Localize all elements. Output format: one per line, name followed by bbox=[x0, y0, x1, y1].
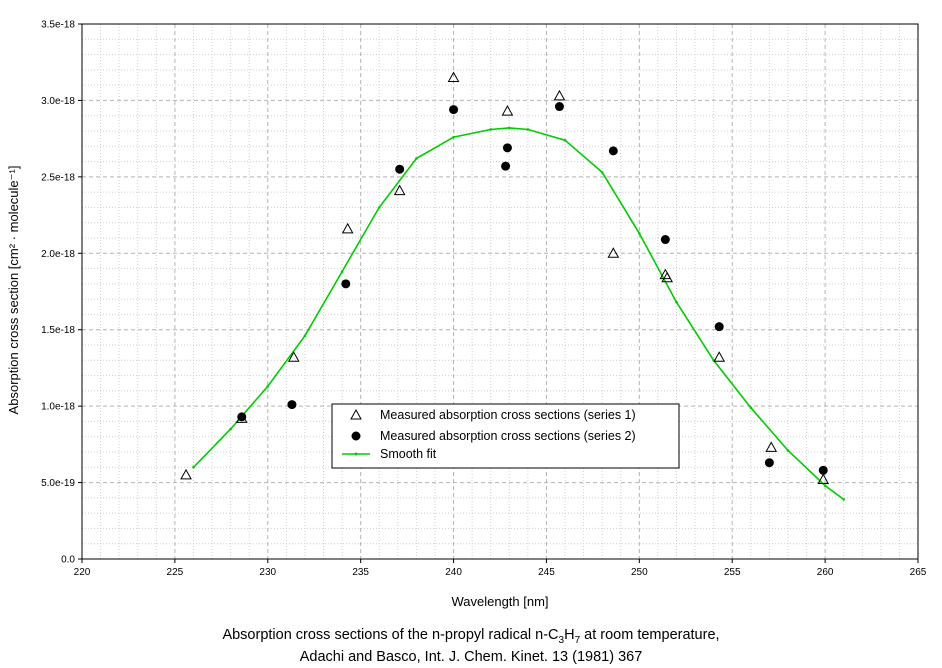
series2-point bbox=[660, 235, 670, 245]
y-tick-label: 2.5e-18 bbox=[41, 172, 75, 183]
x-tick-label: 220 bbox=[74, 567, 91, 578]
series2-point bbox=[341, 279, 351, 289]
fit-point bbox=[489, 128, 493, 131]
chart: 220 225 230 235 240 245 250 255 260 265 0.0 5.0e-19… bbox=[6, 20, 927, 610]
fit-point bbox=[786, 449, 790, 452]
x-tick-label: 240 bbox=[445, 567, 462, 578]
legend-triangle-icon bbox=[350, 408, 362, 420]
series1-point bbox=[713, 351, 726, 362]
series2-point bbox=[395, 164, 405, 174]
series2-point bbox=[449, 105, 459, 115]
caption-line-1: Absorption cross sections of the n-propy… bbox=[0, 624, 942, 652]
x-axis-title: Wavelength [nm] bbox=[451, 594, 548, 609]
series2-point bbox=[554, 102, 564, 112]
legend-marker-circle bbox=[351, 431, 361, 441]
series2-point bbox=[818, 465, 828, 475]
x-tick-label: 230 bbox=[259, 567, 276, 578]
fit-point bbox=[749, 406, 753, 409]
grid bbox=[81, 23, 919, 560]
fit-point bbox=[303, 334, 307, 338]
points-layer bbox=[180, 71, 830, 485]
y-tick-label: 2.0e-18 bbox=[41, 249, 75, 260]
fit-point bbox=[600, 170, 604, 174]
fit-point bbox=[229, 427, 232, 431]
fit-point bbox=[340, 270, 344, 273]
y-tick-label: 1.0e-18 bbox=[41, 402, 75, 413]
fit-point bbox=[192, 465, 195, 469]
series1-point bbox=[447, 71, 460, 82]
series1-point bbox=[501, 105, 514, 116]
fit-point bbox=[507, 126, 511, 130]
axes: 220 225 230 235 240 245 250 255 260 265 0.0 5.0e-19… bbox=[41, 20, 927, 579]
legend-label-series2: Measured absorption cross sections (seri… bbox=[380, 429, 636, 443]
legend: Measured absorption cross sections (seri… bbox=[331, 403, 680, 469]
fit-point bbox=[526, 128, 530, 131]
caption-part: H bbox=[564, 627, 575, 643]
series1-point bbox=[817, 473, 830, 485]
x-tick-label: 245 bbox=[538, 567, 555, 578]
series2-point bbox=[608, 146, 618, 156]
x-tick-label: 255 bbox=[724, 567, 741, 578]
x-tick-label: 225 bbox=[167, 567, 184, 578]
y-tick-label: 3.5e-18 bbox=[41, 20, 75, 31]
series2-point bbox=[502, 143, 512, 153]
series1-point bbox=[341, 222, 354, 234]
y-axis-title: Absorption cross section [cm² · molecule… bbox=[6, 166, 21, 415]
series1-point bbox=[180, 468, 192, 480]
fit-point bbox=[415, 157, 418, 160]
x-tick-label: 260 bbox=[817, 567, 834, 578]
y-tick-label: 0.0 bbox=[61, 555, 75, 566]
series2-point bbox=[714, 322, 724, 332]
caption-part: at room temperature, bbox=[580, 627, 720, 643]
fit-layer bbox=[192, 126, 845, 501]
x-tick-label: 250 bbox=[631, 567, 648, 578]
caption-line-2: Adachi and Basco, Int. J. Chem. Kinet. 1… bbox=[299, 649, 643, 665]
legend-marker-line bbox=[342, 452, 370, 456]
caption-part: Absorption cross sections of the n-propy… bbox=[222, 627, 559, 643]
legend-line-dot bbox=[354, 452, 358, 456]
y-tick-label: 1.5e-18 bbox=[41, 325, 75, 336]
caption-sub: 7 bbox=[574, 634, 581, 646]
fit-point bbox=[842, 498, 845, 501]
x-tick-label: 235 bbox=[352, 567, 369, 578]
fit-point bbox=[563, 138, 567, 142]
fit-point bbox=[823, 484, 827, 487]
fit-point bbox=[675, 300, 678, 304]
fit-point bbox=[452, 135, 455, 139]
series2-point bbox=[501, 161, 511, 171]
series1-point bbox=[661, 271, 674, 283]
legend-box bbox=[331, 403, 680, 469]
caption-sub: 3 bbox=[558, 634, 565, 646]
x-tick-label: 265 bbox=[910, 567, 927, 578]
y-tick-label: 5.0e-19 bbox=[41, 478, 75, 489]
series2-point bbox=[287, 400, 297, 410]
series1-point bbox=[393, 184, 406, 196]
series2-point bbox=[237, 412, 247, 422]
fit-point bbox=[377, 206, 381, 209]
legend-label-fit: Smooth fit bbox=[380, 447, 437, 461]
legend-circle-icon bbox=[351, 431, 361, 441]
fit-point bbox=[266, 384, 270, 388]
series2-point bbox=[764, 458, 774, 468]
plot-area bbox=[81, 23, 919, 560]
series1-point bbox=[287, 351, 300, 362]
series1-point bbox=[765, 441, 778, 452]
fit-point bbox=[638, 232, 641, 235]
y-tick-label: 3.0e-18 bbox=[41, 96, 75, 107]
legend-label-series1: Measured absorption cross sections (seri… bbox=[380, 408, 636, 422]
series1-point bbox=[553, 89, 566, 101]
smooth-fit-line bbox=[192, 127, 845, 501]
series1-point bbox=[607, 247, 620, 258]
legend-marker-triangle bbox=[350, 408, 362, 420]
